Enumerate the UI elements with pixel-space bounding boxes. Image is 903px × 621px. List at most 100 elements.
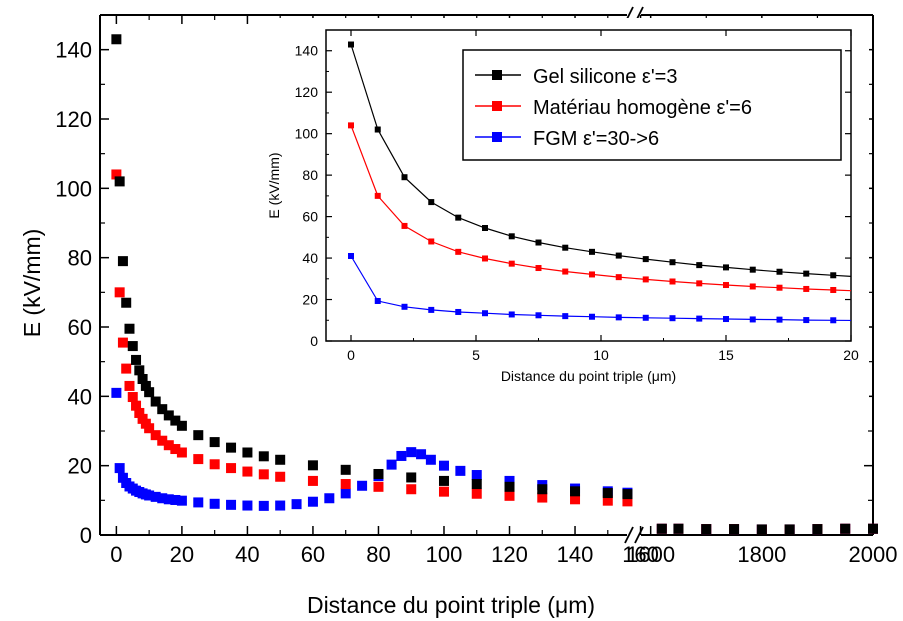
inset-data-point	[696, 262, 703, 269]
inset-x-tick-label: 15	[718, 347, 734, 363]
data-point	[226, 442, 237, 453]
inset-data-point	[642, 256, 649, 263]
inset-data-point	[830, 317, 837, 324]
inset-data-point	[749, 283, 756, 290]
data-point	[425, 454, 436, 465]
x-tick-label: 160	[622, 542, 659, 567]
data-point	[373, 468, 384, 479]
inset-data-point	[776, 316, 783, 323]
data-point	[656, 523, 667, 534]
inset-data-point	[374, 192, 381, 199]
x-tick-label: 100	[426, 542, 463, 567]
inset-data-point	[615, 274, 622, 281]
inset-data-point	[642, 276, 649, 283]
data-point	[193, 430, 204, 441]
inset-data-point	[830, 272, 837, 279]
data-point	[137, 374, 148, 384]
data-point	[157, 493, 168, 504]
data-point	[176, 447, 187, 458]
inset-series-1	[348, 122, 851, 293]
inset-data-point	[562, 313, 569, 320]
inset-data-point	[455, 248, 462, 255]
data-point	[258, 500, 269, 511]
data-point	[840, 523, 851, 534]
data-point	[570, 486, 581, 497]
data-point	[701, 524, 712, 535]
data-point	[157, 404, 168, 415]
axis-break-gap	[627, 11, 641, 19]
data-point	[602, 495, 613, 506]
data-point	[209, 498, 220, 509]
data-point	[307, 460, 318, 471]
data-point	[114, 463, 125, 474]
data-point	[386, 459, 397, 470]
data-point	[438, 486, 449, 497]
inset-data-point	[508, 233, 515, 240]
inset-data-point	[482, 310, 488, 317]
inset-data-point	[401, 303, 408, 310]
data-point	[307, 496, 318, 507]
y-tick-label: 120	[55, 107, 92, 132]
data-point	[170, 415, 181, 426]
legend-box	[462, 49, 842, 161]
data-point	[176, 495, 187, 506]
inset-data-point	[455, 214, 462, 221]
data-point	[150, 491, 161, 502]
inset-data-point	[428, 238, 435, 245]
inset-x-tick-label: 0	[347, 347, 355, 363]
data-point	[471, 470, 482, 481]
data-point	[537, 492, 548, 503]
inset-data-point	[589, 271, 595, 278]
inset-data-point	[508, 311, 515, 318]
legend-swatch-marker	[492, 70, 502, 80]
inset-series-0	[348, 41, 851, 279]
inset-data-point	[374, 126, 381, 133]
inset-data-point	[723, 264, 729, 271]
inset-data-point	[374, 297, 381, 304]
data-point	[784, 524, 795, 535]
data-point	[242, 500, 253, 511]
data-point	[340, 488, 351, 499]
series-0	[111, 34, 878, 535]
inset-data-point	[589, 248, 595, 255]
data-point	[150, 430, 161, 441]
inset-data-point	[535, 312, 542, 319]
data-point	[131, 354, 142, 365]
data-point	[570, 494, 581, 505]
data-point	[242, 447, 253, 458]
inset-y-tick-label: 140	[295, 43, 319, 59]
data-point	[111, 169, 122, 180]
y-axis-title: E (kV/mm)	[19, 229, 45, 338]
data-point	[127, 341, 138, 352]
data-point	[242, 466, 253, 477]
x-tick-label: 20	[170, 542, 194, 567]
inset-data-point	[776, 268, 783, 275]
data-point	[163, 494, 174, 505]
data-point	[170, 494, 181, 505]
inset-data-point	[776, 284, 783, 291]
data-point	[504, 490, 515, 501]
inset-y-tick-label: 80	[302, 167, 318, 183]
data-point	[144, 490, 155, 501]
y-tick-label: 0	[80, 523, 92, 548]
data-point	[812, 524, 823, 535]
data-point	[114, 176, 125, 187]
data-point	[396, 450, 407, 461]
y-tick-label: 100	[55, 176, 92, 201]
data-point	[124, 380, 135, 391]
data-point	[117, 337, 128, 348]
data-point	[622, 489, 633, 500]
inset-data-point	[669, 278, 676, 285]
series-2	[111, 387, 878, 535]
x-tick-label: 40	[235, 542, 259, 567]
inset-data-point	[455, 308, 462, 315]
inset-y-tick-label: 100	[295, 126, 319, 142]
data-point	[406, 484, 417, 495]
inset-data-point	[696, 280, 703, 287]
data-point	[111, 387, 122, 398]
inset-data-point	[615, 252, 622, 259]
data-point	[416, 449, 427, 460]
data-point	[340, 479, 351, 490]
inset-plot-area	[348, 41, 851, 324]
